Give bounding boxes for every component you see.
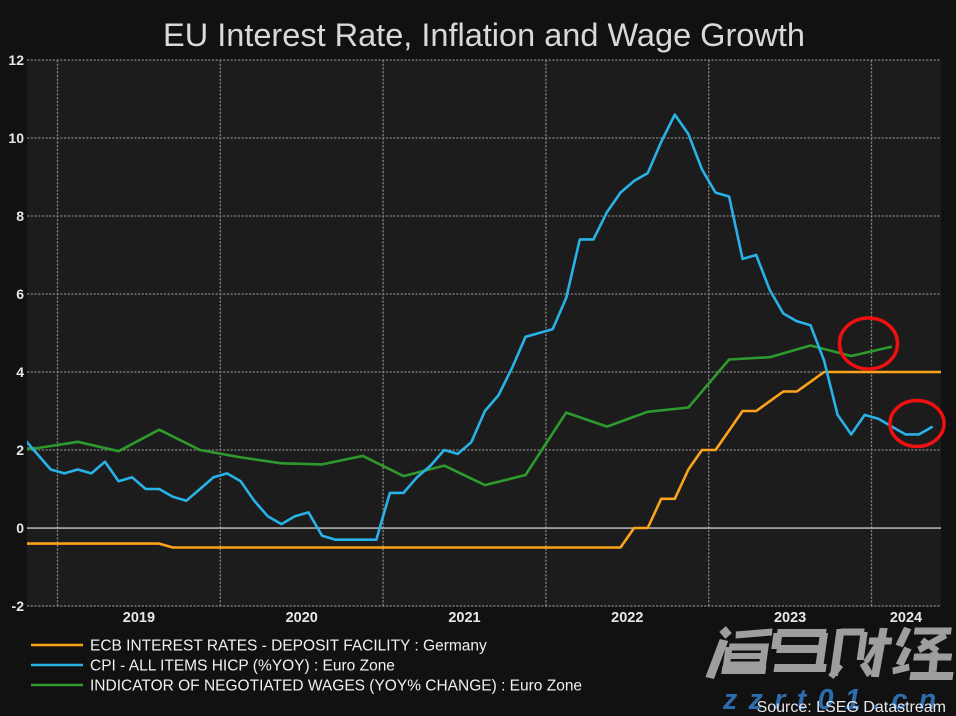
svg-text:8: 8 <box>16 208 24 224</box>
svg-text:zzrt01.cn: zzrt01.cn <box>722 684 948 716</box>
svg-text:ECB INTEREST RATES - DEPOSIT F: ECB INTEREST RATES - DEPOSIT FACILITY : … <box>90 638 487 655</box>
svg-text:12: 12 <box>8 52 24 68</box>
svg-text:2020: 2020 <box>286 610 318 626</box>
svg-text:6: 6 <box>16 286 24 302</box>
svg-text:0: 0 <box>16 520 24 536</box>
svg-text:2023: 2023 <box>774 610 806 626</box>
svg-text:2019: 2019 <box>123 610 155 626</box>
svg-text:Source: LSEG Datastream: Source: LSEG Datastream <box>757 699 946 716</box>
svg-text:2024: 2024 <box>890 610 922 626</box>
svg-text:4: 4 <box>16 364 24 380</box>
svg-text:EU Interest Rate, Inflation an: EU Interest Rate, Inflation and Wage Gro… <box>163 17 805 53</box>
svg-text:10: 10 <box>8 130 24 146</box>
svg-text:2022: 2022 <box>611 610 643 626</box>
svg-text:INDICATOR OF NEGOTIATED WAGES: INDICATOR OF NEGOTIATED WAGES (YOY% CHAN… <box>90 678 582 695</box>
svg-text:2021: 2021 <box>448 610 480 626</box>
svg-text:CPI - ALL ITEMS HICP (%YOY) :: CPI - ALL ITEMS HICP (%YOY) : Euro Zone <box>90 658 395 675</box>
svg-text:-2: -2 <box>12 598 25 614</box>
svg-text:2: 2 <box>16 442 24 458</box>
